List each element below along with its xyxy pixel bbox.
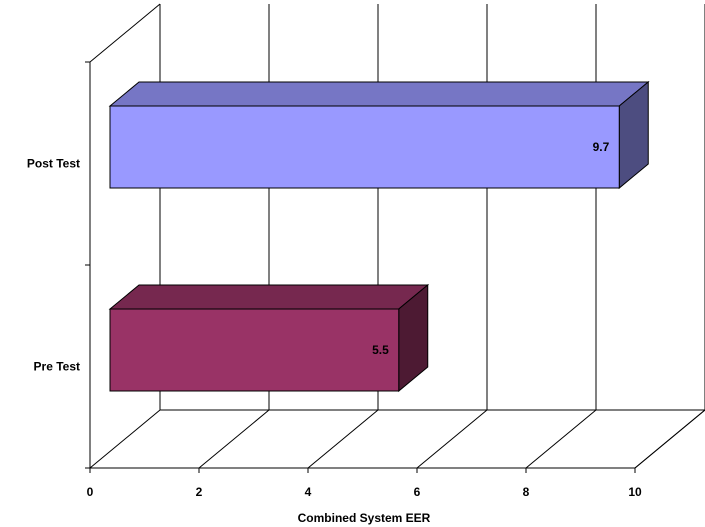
x-tick-label: 10 [628, 485, 642, 499]
category-label: Post Test [27, 157, 80, 171]
data-label: 5.5 [372, 343, 389, 357]
category-label: Pre Test [34, 360, 80, 374]
floor-gridline [416, 409, 488, 469]
x-tick-label: 0 [87, 485, 94, 499]
bar-front-face [109, 105, 620, 189]
floor-gridline [198, 409, 270, 469]
x-axis-title: Combined System EER [298, 511, 431, 525]
bar-top-face [108, 81, 650, 107]
chart-labels: Combined System EER 0 2 4 6 8 10 Post Test Pre … [27, 157, 642, 526]
floor-gridline [525, 409, 597, 469]
x-tick-label: 6 [414, 485, 421, 499]
chart-bars: 9.7 5.5 [108, 80, 650, 393]
floor-gridline [89, 409, 161, 469]
x-tick-label: 2 [196, 485, 203, 499]
floor-right-edge [634, 409, 705, 469]
chart-walls [85, 3, 705, 473]
x-tick-label: 4 [305, 485, 312, 499]
left-wall-top-edge [89, 3, 161, 63]
bar-front-face [109, 308, 400, 392]
x-tick-label: 8 [523, 485, 530, 499]
data-label: 9.7 [593, 140, 610, 154]
bar-top-face [108, 284, 430, 310]
floor-gridline [307, 409, 379, 469]
bar-post-test: 9.7 [108, 80, 650, 190]
bar-pre-test: 5.5 [108, 283, 430, 393]
